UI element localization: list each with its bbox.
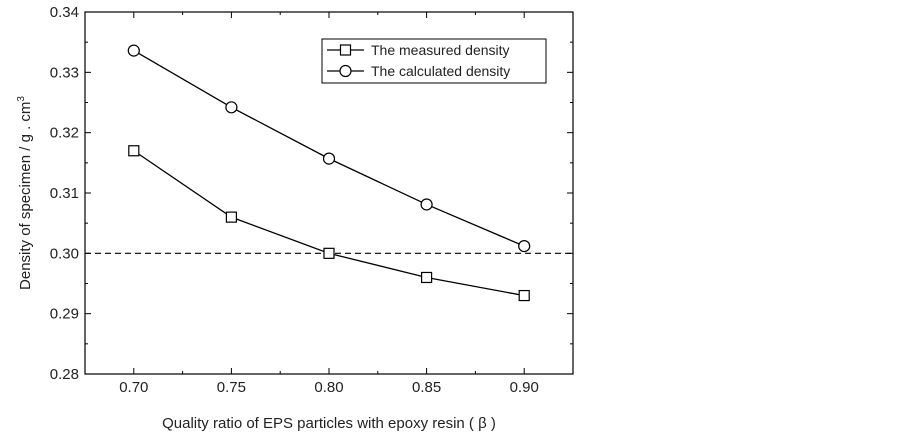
calculated-density-point	[225, 101, 238, 114]
measured-density-point	[128, 145, 140, 157]
x-tick-label: 0.90	[510, 379, 539, 396]
x-tick-label: 0.80	[314, 379, 343, 396]
y-tick-label: 0.29	[50, 306, 79, 323]
legend-marker-square	[339, 44, 352, 56]
y-tick-label: 0.34	[50, 4, 79, 21]
measured-density-point	[421, 271, 433, 284]
calculated-density-point	[322, 152, 336, 165]
y-tick-label: 0.33	[50, 64, 79, 81]
legend-label-calculated: The calculated density	[371, 63, 510, 79]
y-tick-label: 0.30	[50, 245, 79, 262]
legend-box	[321, 38, 547, 84]
x-axis-title: Quality ratio of EPS particles with epox…	[162, 415, 496, 432]
legend-marker-circle	[339, 64, 352, 78]
y-axis-title: Density of specimen / g . cm3	[16, 96, 34, 290]
series-layer	[127, 44, 531, 302]
measured-density-point	[323, 247, 335, 259]
measured-density-point	[518, 289, 530, 302]
tick-layer: 0.70 0.75 0.80 0.85 0.90 0.28 0.29 0.30 0.31 0.32…	[50, 4, 573, 396]
y-axis-title-superscript: 3	[16, 96, 27, 102]
x-tick-label: 0.70	[119, 379, 148, 396]
measured-density-line	[133, 150, 525, 297]
x-tick-label: 0.85	[412, 379, 441, 396]
y-tick-label: 0.32	[50, 125, 79, 142]
calculated-density-point	[127, 44, 140, 57]
x-tick-label: 0.75	[217, 379, 246, 396]
legend: The measured density The calculated dens…	[321, 38, 547, 84]
y-axis-title-main: Density of specimen / g . cm	[17, 102, 34, 290]
calculated-density-point	[420, 198, 433, 211]
measured-density-point	[225, 211, 237, 223]
legend-label-measured: The measured density	[371, 42, 510, 58]
y-tick-label: 0.28	[50, 366, 79, 383]
y-tick-label: 0.31	[50, 185, 79, 202]
calculated-density-point	[518, 239, 531, 253]
